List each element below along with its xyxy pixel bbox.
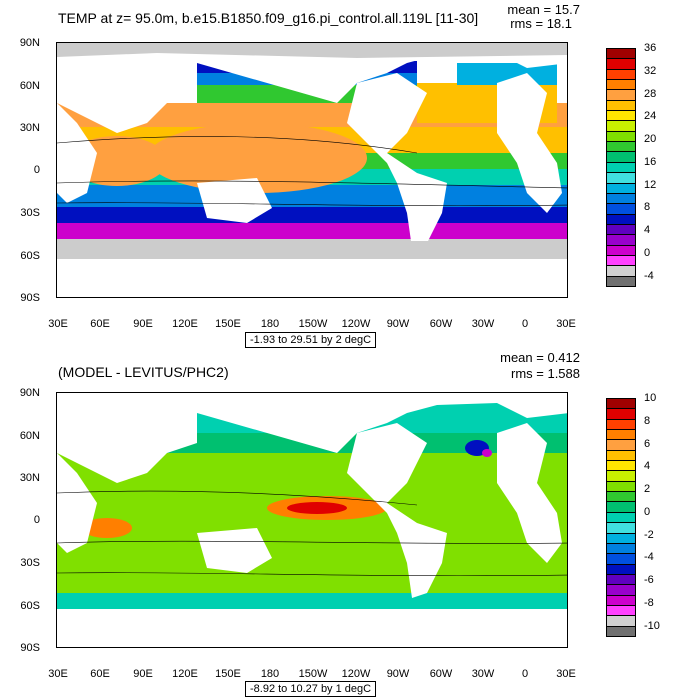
lon-label: 30W	[471, 668, 495, 680]
colorbar-segment	[606, 275, 636, 287]
lon-label: 90W	[386, 318, 410, 330]
contour-range-label: -1.93 to 29.51 by 2 degC	[245, 332, 377, 348]
lat-label: 30S	[20, 207, 40, 219]
lat-label: 90S	[20, 292, 40, 304]
colorbar-label: 2	[644, 483, 651, 496]
lat-label: 60S	[20, 250, 40, 262]
colorbar-label: 20	[644, 133, 657, 146]
lat-label: 0	[33, 164, 40, 176]
lon-label: 0	[521, 318, 529, 330]
difference-map	[56, 392, 568, 648]
rms-value: rms = 1.588	[510, 366, 580, 381]
colorbar-label: 36	[644, 42, 657, 54]
lat-label: 30N	[19, 472, 40, 484]
lon-label: 120W	[341, 668, 371, 680]
lon-label: 120W	[341, 318, 371, 330]
colorbar-segment	[606, 625, 636, 637]
colorbar-label: 4	[644, 460, 651, 473]
top-panel: TEMP at z= 95.0m, b.e15.B1850.f09_g16.pi…	[19, 2, 657, 348]
lat-label: 90N	[19, 387, 40, 399]
colorbar-label: -6	[644, 574, 654, 587]
colorbar-label: -4	[644, 269, 654, 282]
colorbar-label: -8	[644, 596, 654, 609]
lat-label: 90S	[20, 642, 40, 654]
colorbar-label: 24	[644, 110, 657, 123]
lon-label: 0	[521, 668, 529, 680]
panel-title: TEMP at z= 95.0m, b.e15.B1850.f09_g16.pi…	[58, 10, 479, 26]
rms-value: rms = 18.1	[510, 16, 572, 31]
lat-label: 60N	[19, 430, 40, 442]
colorbar-label: 8	[644, 414, 651, 427]
lon-label: 150W	[298, 318, 328, 330]
colorbar-label: 12	[644, 178, 657, 191]
mean-value: mean = 0.412	[500, 350, 580, 365]
lon-label: 60E	[90, 668, 110, 680]
colorbar-label: -4	[644, 551, 654, 564]
lon-label: 30E	[48, 668, 68, 680]
lat-label: 30S	[20, 557, 40, 569]
lat-label: 60N	[19, 80, 40, 92]
colorbar-label: 0	[644, 246, 651, 259]
colorbar-label: 8	[644, 201, 651, 214]
lon-label: 30E	[48, 318, 68, 330]
lon-label: 150E	[215, 668, 241, 680]
lat-label: 90N	[19, 37, 40, 49]
mean-value: mean = 15.7	[507, 2, 580, 17]
colorbar-label: 32	[644, 64, 657, 77]
lat-label: 60S	[20, 600, 40, 612]
lon-label: 60E	[90, 318, 110, 330]
colorbar-label: 28	[644, 87, 657, 100]
colorbar	[606, 48, 636, 287]
lon-label: 60W	[429, 668, 453, 680]
colorbar-label: 6	[644, 437, 651, 450]
temperature-map	[56, 42, 568, 298]
lon-label: 90E	[133, 318, 153, 330]
lon-label: 60W	[429, 318, 453, 330]
lon-label: 180	[260, 668, 280, 680]
colorbar-label: 4	[644, 224, 651, 237]
lon-label: 120E	[172, 668, 198, 680]
lon-label: 90E	[133, 668, 153, 680]
lat-label: 0	[33, 514, 40, 526]
lon-label: 150E	[215, 318, 241, 330]
lat-label: 30N	[19, 122, 40, 134]
bottom-panel: (MODEL - LEVITUS/PHC2) mean = 0.412 rms …	[0, 350, 700, 700]
lon-label: 30E	[556, 668, 576, 680]
colorbar	[606, 398, 636, 637]
colorbar-label: -2	[644, 528, 654, 541]
colorbar-label: 0	[644, 505, 651, 518]
lon-label: 150W	[298, 668, 328, 680]
panel-title: (MODEL - LEVITUS/PHC2)	[58, 364, 229, 380]
lon-label: 120E	[172, 318, 198, 330]
contour-range-label: -8.92 to 10.27 by 1 degC	[245, 681, 377, 697]
colorbar-label: 10	[644, 392, 657, 404]
lon-label: 180	[260, 318, 280, 330]
colorbar-label: -10	[644, 619, 660, 632]
lon-label: 90W	[386, 668, 410, 680]
lon-label: 30E	[556, 318, 576, 330]
colorbar-label: 16	[644, 155, 657, 168]
lon-label: 30W	[471, 318, 495, 330]
